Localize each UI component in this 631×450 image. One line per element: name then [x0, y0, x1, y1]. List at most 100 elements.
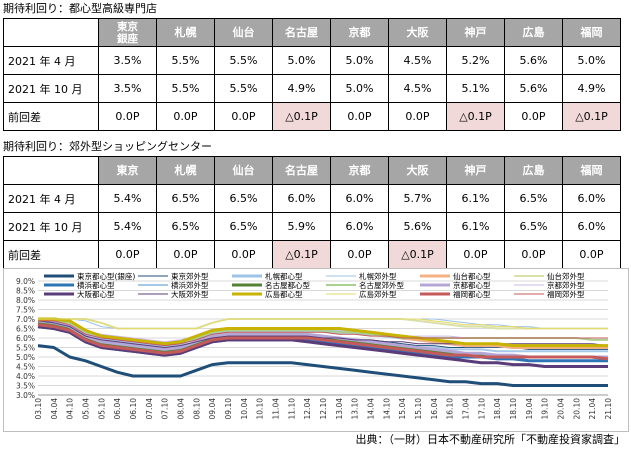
table-cell: 0.0P: [156, 240, 215, 269]
table-cell: 5.1%: [446, 74, 505, 103]
table-cell: 6.1%: [446, 184, 505, 213]
y-tick-label: 6.5%: [16, 325, 35, 334]
col-header: 福岡: [562, 156, 621, 185]
col-header: 大阪: [388, 18, 447, 47]
table-cell: 6.5%: [156, 184, 215, 213]
table-cell: △0.1P: [272, 102, 331, 131]
legend-label: 東京都心型(銀座): [77, 271, 135, 281]
col-header: 神戸: [446, 156, 505, 185]
y-tick-label: 5.5%: [16, 344, 35, 353]
table-cell: 0.0P: [330, 240, 389, 269]
table-cell: 4.9%: [272, 74, 331, 103]
x-tick-label: 08.10: [192, 398, 201, 420]
col-header: 京都: [330, 156, 389, 185]
x-tick-label: 03.10: [34, 398, 43, 420]
x-tick-label: 18.10: [509, 398, 518, 420]
table-cell: 0.0P: [446, 240, 505, 269]
y-tick-label: 3.0%: [16, 391, 35, 400]
corner-cell: [3, 156, 99, 185]
y-tick-label: 7.0%: [16, 315, 35, 324]
table-cell: 6.5%: [504, 212, 563, 241]
series-line: [37, 325, 608, 368]
table-row: 2021 年 4 月 5.4% 6.5% 6.5% 6.0% 6.0% 5.7% 6.1% 6.…: [3, 184, 621, 213]
legend-label: 福岡郊外型: [547, 289, 585, 299]
y-tick-label: 8.0%: [16, 296, 35, 305]
x-tick-label: 14.10: [382, 398, 391, 420]
x-tick-label: 21.04: [588, 398, 597, 420]
x-tick-label: 20.04: [557, 398, 566, 420]
table-cell: 5.0%: [330, 74, 389, 103]
col-header: 広島: [504, 18, 563, 47]
col-header: 大阪: [388, 156, 447, 185]
series-line: [38, 317, 608, 348]
table-cell: 4.5%: [388, 74, 447, 103]
x-tick-label: 06.10: [129, 398, 138, 420]
table-cell: 6.1%: [446, 212, 505, 241]
col-header: 京都: [330, 18, 389, 47]
table-cell: 6.0%: [330, 184, 389, 213]
legend-label: 京都郊外型: [547, 280, 585, 290]
table-cell: 0.0P: [156, 102, 215, 131]
table-cell: 4.5%: [388, 46, 447, 75]
table-cell: △0.1P: [388, 240, 447, 269]
x-tick-label: 06.04: [113, 398, 122, 420]
legend-label: 大阪郊外型: [171, 289, 209, 299]
x-tick-label: 17.04: [462, 398, 471, 420]
x-tick-label: 11.04: [272, 398, 281, 420]
legend-label: 仙台都心型: [453, 271, 491, 281]
table-row: 前回差 0.0P 0.0P 0.0P △0.1P 0.0P △0.1P 0.0P 0.0P 0.0…: [3, 240, 621, 269]
table-cell: 5.0%: [562, 46, 621, 75]
x-tick-label: 04.10: [66, 398, 75, 420]
x-tick-label: 07.10: [161, 398, 170, 420]
table-cell: 6.5%: [214, 184, 273, 213]
x-tick-label: 05.04: [82, 398, 91, 420]
table-cell: 6.0%: [562, 212, 621, 241]
table-row: 2021 年 10 月 5.4% 6.5% 6.5% 5.9% 6.0% 5.6% 6.1% 6…: [3, 212, 621, 241]
y-tick-label: 8.5%: [16, 287, 35, 296]
x-tick-label: 07.04: [145, 398, 154, 420]
col-header: 東京: [98, 156, 157, 185]
legend-label: 横浜郊外型: [171, 280, 209, 290]
x-tick-label: 15.04: [398, 398, 407, 420]
table-row: 前回差 0.0P 0.0P 0.0P △0.1P 0.0P 0.0P △0.1P 0.0P △0.…: [3, 102, 621, 131]
table-cell: 5.6%: [504, 74, 563, 103]
table-cell: 5.7%: [388, 184, 447, 213]
table-cell: 5.4%: [98, 184, 157, 213]
col-header: 仙台: [214, 18, 273, 47]
col-header: 名古屋: [272, 156, 331, 185]
table-cell: 5.5%: [214, 74, 273, 103]
table-cell: 0.0P: [504, 240, 563, 269]
table-cell: 0.0P: [504, 102, 563, 131]
row-label: 2021 年 4 月: [3, 184, 99, 213]
x-tick-label: 05.10: [97, 398, 106, 420]
legend-label: 仙台郊外型: [547, 271, 585, 281]
y-tick-label: 5.0%: [16, 353, 35, 362]
x-tick-label: 08.04: [177, 398, 186, 420]
col-header: 仙台: [214, 156, 273, 185]
table-cell: 5.0%: [272, 46, 331, 75]
table-cell: 5.6%: [504, 46, 563, 75]
table-cell: 6.0%: [562, 184, 621, 213]
table-cell: 5.0%: [330, 46, 389, 75]
x-tick-label: 15.10: [414, 398, 423, 420]
col-header: 札幌: [156, 18, 215, 47]
table-row: 2021 年 10 月 3.5% 5.5% 5.5% 4.9% 5.0% 4.5% 5.1% 5…: [3, 74, 621, 103]
row-label: 2021 年 10 月: [3, 212, 99, 241]
x-tick-label: 13.10: [351, 398, 360, 420]
legend-label: 広島郊外型: [359, 289, 397, 299]
table-cell: 5.2%: [446, 46, 505, 75]
series-line: [38, 318, 608, 329]
x-tick-label: 17.10: [477, 398, 486, 420]
col-header: 名古屋: [272, 18, 331, 47]
legend-label: 広島都心型: [265, 289, 303, 299]
table-title-suburban-sc: 期待利回り：郊外型ショッピングセンター: [3, 140, 212, 153]
col-header: 東京 銀座: [98, 18, 157, 47]
x-tick-label: 09.10: [224, 398, 233, 420]
table-cell: 0.0P: [214, 102, 273, 131]
y-tick-label: 4.5%: [16, 363, 35, 372]
table-row: 2021 年 4 月 3.5% 5.5% 5.5% 5.0% 5.0% 4.5% 5.2% 5.…: [3, 46, 621, 75]
x-tick-label: 16.10: [446, 398, 455, 420]
table-cell: 5.6%: [388, 212, 447, 241]
table-cell: 5.5%: [214, 46, 273, 75]
col-header: 広島: [504, 156, 563, 185]
